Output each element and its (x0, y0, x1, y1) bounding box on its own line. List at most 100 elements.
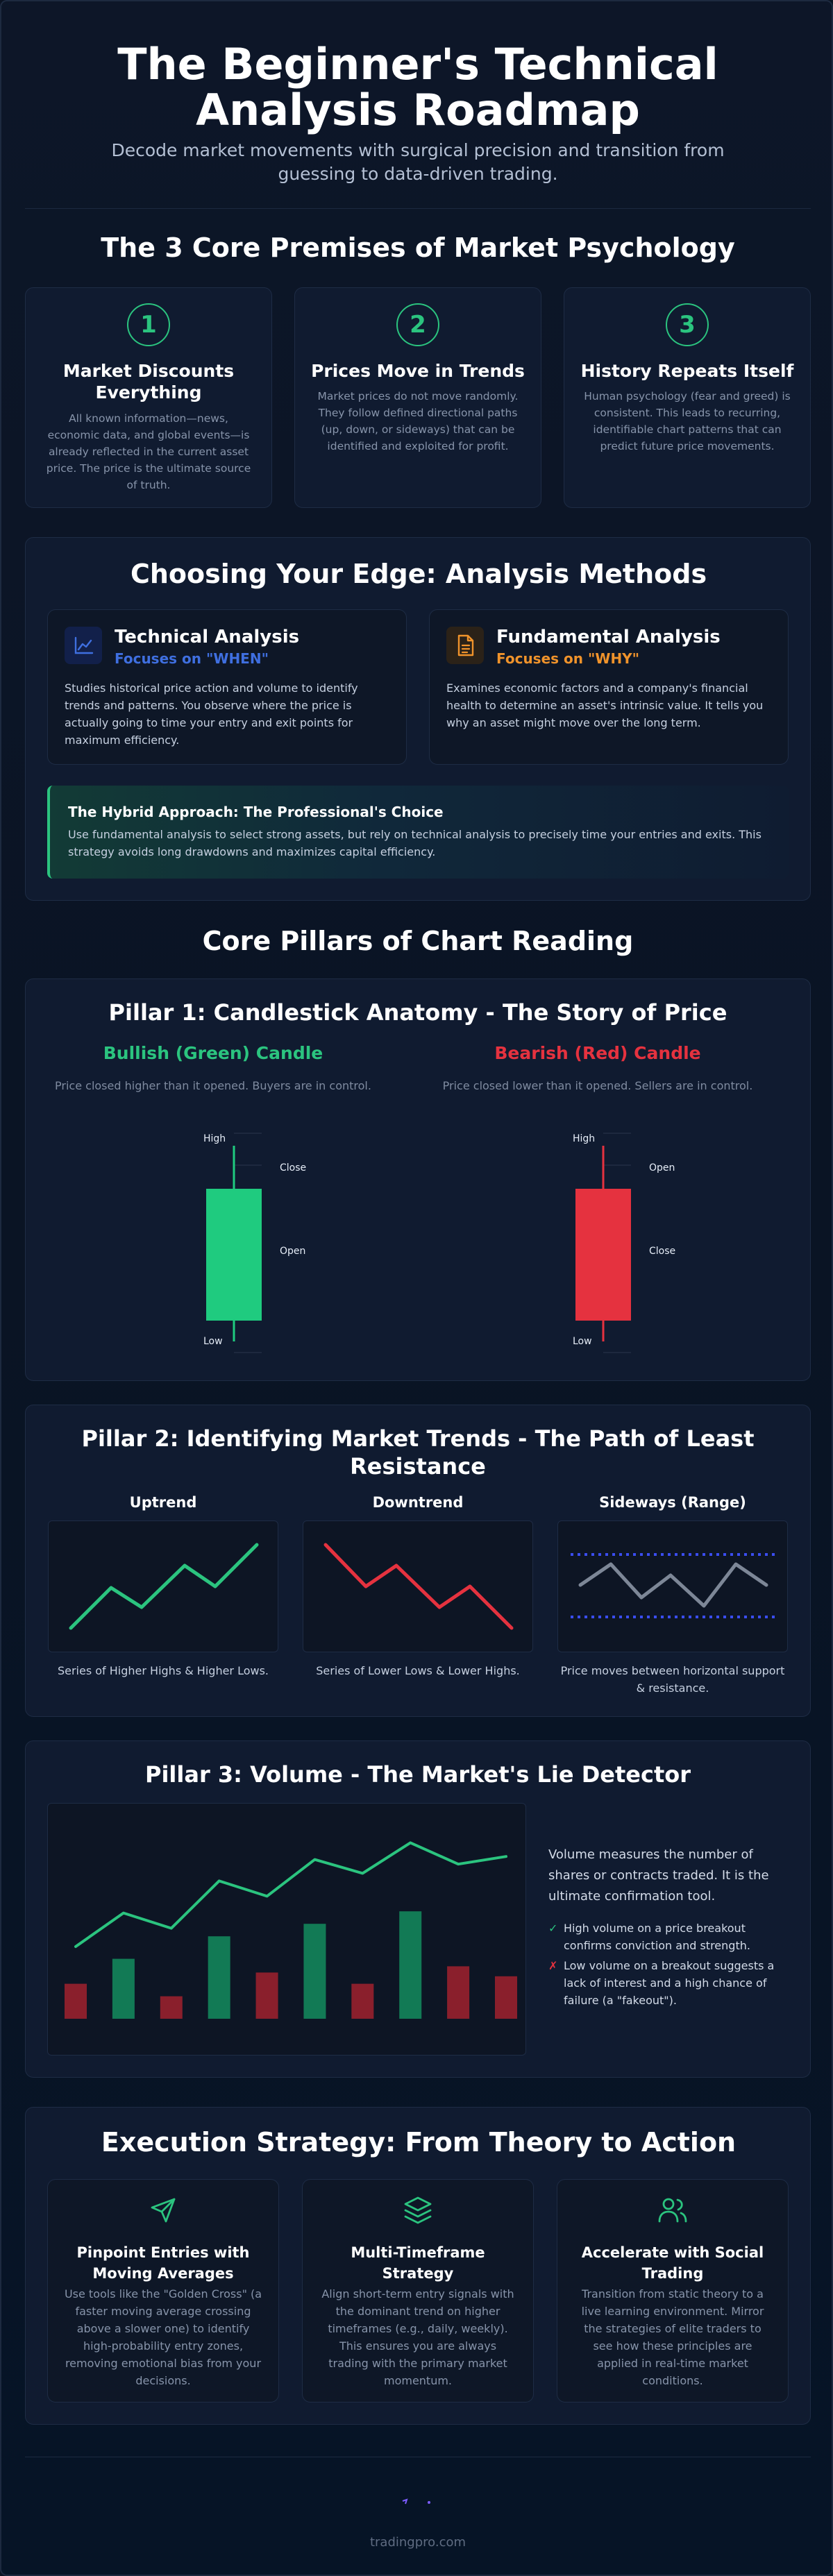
pillar2-title-line-2: Resistance (350, 1453, 486, 1480)
premise-card-3: 3 History Repeats Itself Human psycholog… (564, 287, 811, 508)
bullish-desc: Price closed higher than it opened. Buye… (55, 1079, 371, 1092)
header-divider (25, 208, 811, 209)
fundamental-focus: Focuses on "WHY" (496, 650, 640, 667)
methods-title: Choosing Your Edge: Analysis Methods (130, 559, 707, 589)
bullish-low-label: Low (203, 1336, 223, 1347)
volume-bar (303, 1924, 326, 2019)
pillar2-title: Pillar 2: Identifying Market Trends - Th… (47, 1425, 789, 1480)
volume-point-high: ✓ High volume on a price breakout confir… (548, 1920, 777, 1954)
volume-chart (47, 1803, 526, 2056)
fundamental-analysis-card: Fundamental Analysis Focuses on "WHY" Ex… (429, 609, 789, 765)
cross-icon: ✗ (548, 1959, 558, 1972)
execution-card-text: Use tools like the "Golden Cross" (a fas… (64, 2287, 262, 2387)
bullish-candle-diagram (206, 1133, 262, 1353)
premise-text: Human psychology (fear and greed) is con… (584, 390, 791, 452)
bearish-body (575, 1189, 631, 1321)
bearish-desc: Price closed lower than it opened. Selle… (442, 1079, 753, 1092)
sideways-label: Sideways (Range) (599, 1494, 746, 1511)
premise-number: 2 (396, 303, 439, 346)
premise-text: Market prices do not move randomly. They… (317, 390, 519, 452)
execution-card-3: Accelerate with Social Trading Transitio… (557, 2179, 789, 2403)
premise-card-1: 1 Market Discounts Everything All known … (25, 287, 272, 508)
bullish-body (206, 1189, 262, 1321)
execution-title: Execution Strategy: From Theory to Actio… (101, 2127, 737, 2158)
price-line (74, 1841, 507, 1948)
volume-bar (399, 1911, 422, 2019)
technical-focus: Focuses on "WHEN" (115, 650, 269, 667)
premise-title: Market Discounts Everything (62, 361, 235, 402)
pillar2-card: Pillar 2: Identifying Market Trends - Th… (25, 1405, 811, 1717)
send-icon (146, 2194, 180, 2227)
uptrend-label: Uptrend (129, 1494, 197, 1511)
pillar2-title-line-1: Pillar 2: Identifying Market Trends - Th… (81, 1425, 755, 1452)
downtrend-label: Downtrend (372, 1494, 464, 1511)
pillar1-card: Pillar 1: Candlestick Anatomy - The Stor… (25, 978, 811, 1381)
execution-card-2: Multi-Timeframe Strategy Align short-ter… (302, 2179, 534, 2403)
pillar3-title: Pillar 3: Volume - The Market's Lie Dete… (144, 1761, 691, 1788)
logo-mark (402, 2498, 430, 2505)
execution-card-text: Transition from static theory to a live … (581, 2287, 764, 2387)
bullish-close-label: Close (280, 1162, 307, 1173)
fundamental-title: Fundamental Analysis (496, 627, 721, 647)
volume-bar (351, 1983, 374, 2019)
technical-analysis-card: Technical Analysis Focuses on "WHEN" Stu… (47, 609, 407, 765)
volume-bar (495, 1976, 517, 2019)
downtrend-line (323, 1543, 514, 1630)
sideways-chart (557, 1520, 788, 1652)
bullish-title: Bullish (Green) Candle (103, 1043, 323, 1063)
layers-icon (401, 2194, 435, 2227)
volume-bar (112, 1958, 135, 2019)
volume-bar (65, 1983, 87, 2019)
execution-card-1: Pinpoint Entries with Moving Averages Us… (47, 2179, 279, 2403)
pillar1-title: Pillar 1: Candlestick Anatomy - The Stor… (108, 999, 727, 1026)
volume-bar (447, 1966, 470, 2019)
hybrid-text: Use fundamental analysis to select stron… (68, 828, 762, 858)
uptrend-desc: Series of Higher Highs & Higher Lows. (57, 1664, 269, 1677)
check-icon: ✓ (548, 1922, 558, 1935)
fundamental-text: Examines economic factors and a company'… (446, 681, 764, 729)
range-line (578, 1562, 768, 1608)
technical-text: Studies historical price action and volu… (65, 681, 358, 747)
volume-bar (255, 1972, 278, 2019)
uptrend-line (69, 1543, 259, 1630)
premise-title: History Repeats Itself (580, 361, 794, 381)
execution-card-title: Multi-Timeframe Strategy (351, 2244, 485, 2282)
footer-site[interactable]: tradingpro.com (369, 2535, 466, 2550)
bearish-candle-diagram (575, 1133, 631, 1353)
execution-card-title: Accelerate with Social Trading (581, 2244, 764, 2282)
bullish-open-label: Open (280, 1246, 306, 1257)
premise-number: 3 (666, 303, 709, 346)
premises-title: The 3 Core Premises of Market Psychology (101, 232, 735, 263)
execution-card-title: Pinpoint Entries with Moving Averages (76, 2244, 250, 2282)
title-line-1: The Beginner's Technical (117, 39, 718, 90)
volume-point-low: ✗ Low volume on a breakout suggests a la… (548, 1957, 777, 2009)
premise-number: 1 (127, 303, 170, 346)
sideways-desc: Price moves between horizontal support &… (560, 1664, 785, 1695)
volume-bar (208, 1936, 230, 2019)
volume-point-text: Low volume on a breakout suggests a lack… (564, 1959, 775, 2007)
users-icon (656, 2194, 689, 2227)
bearish-title: Bearish (Red) Candle (494, 1043, 701, 1063)
execution-card-text: Align short-term entry signals with the … (321, 2287, 514, 2387)
technical-title: Technical Analysis (115, 627, 300, 647)
bearish-low-label: Low (573, 1336, 592, 1347)
uptrend-chart (48, 1520, 278, 1652)
volume-intro: Volume measures the number of shares or … (548, 1847, 769, 1904)
volume-point-text: High volume on a price breakout confirms… (564, 1922, 750, 1952)
bullish-high-label: High (203, 1133, 226, 1144)
premise-text: All known information—news, economic dat… (46, 412, 251, 491)
premise-card-2: 2 Prices Move in Trends Market prices do… (294, 287, 541, 508)
premise-title: Prices Move in Trends (311, 361, 525, 381)
page-subtitle: Decode market movements with surgical pr… (111, 140, 725, 184)
bearish-high-label: High (573, 1133, 596, 1144)
chart-line-icon (65, 627, 102, 664)
hybrid-approach-callout: The Hybrid Approach: The Professional's … (47, 786, 789, 879)
bearish-close-label: Close (649, 1246, 676, 1257)
document-icon (446, 627, 484, 664)
page-title: The Beginner's Technical Analysis Roadma… (71, 42, 765, 133)
bearish-open-label: Open (649, 1162, 675, 1173)
pillars-title: Core Pillars of Chart Reading (202, 926, 634, 956)
downtrend-desc: Series of Lower Lows & Lower Highs. (316, 1664, 520, 1677)
downtrend-chart (303, 1520, 533, 1652)
